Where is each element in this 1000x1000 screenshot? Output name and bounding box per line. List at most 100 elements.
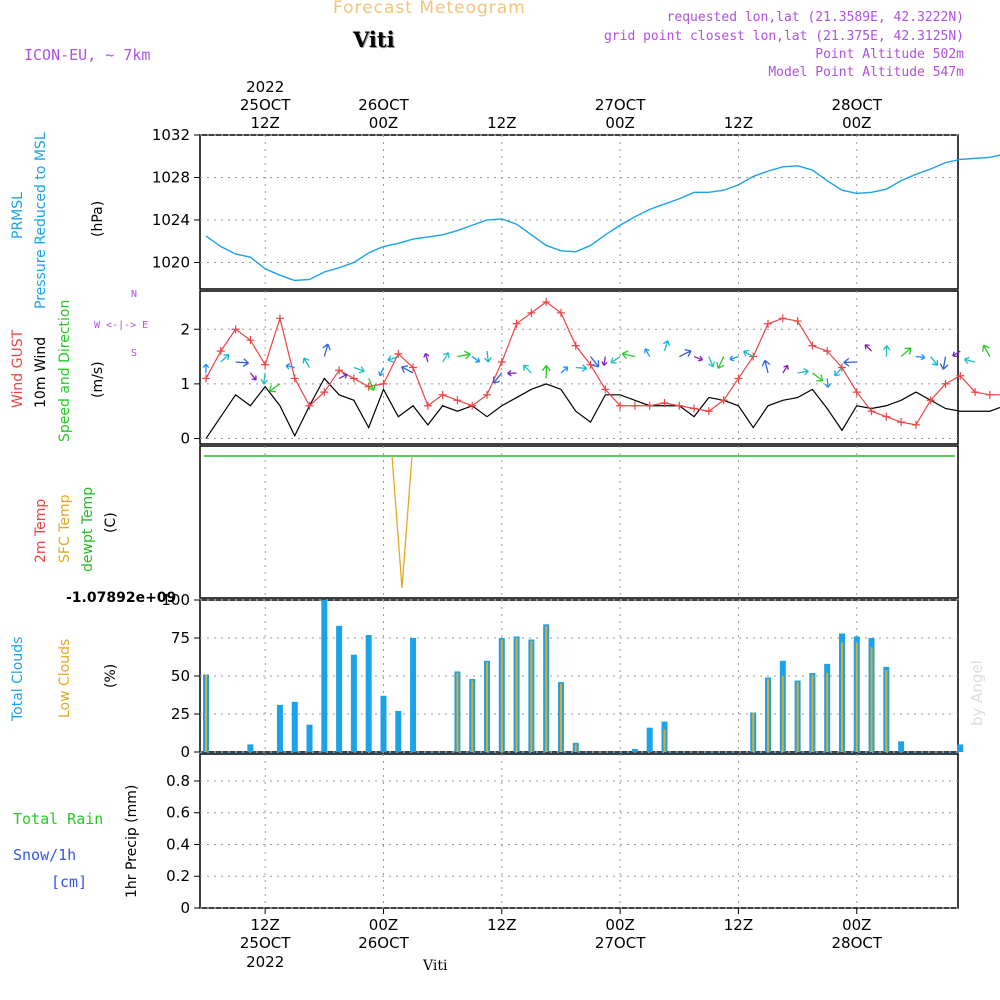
wind-gust-point [556,308,565,317]
temperature-panel-frame [199,445,959,599]
wind-direction-arrow [843,357,857,367]
wind-gust-point [852,388,861,397]
wind-direction-arrow [882,345,891,357]
wind-direction-arrow [507,370,517,377]
bottom-hour-label: 00Z [369,916,398,934]
precip-ytick-label: 0.2 [166,867,190,885]
wind-direction-arrow [220,353,230,363]
model-altitude: Model Point Altitude 547m [768,65,964,80]
precip-label: 1hr Precip (mm) [124,784,140,898]
low-cloud-bar [826,672,829,752]
wind-direction-arrow [915,353,926,361]
wind-gust-point [793,317,802,326]
wind-direction-arrow [601,356,608,366]
precip-ytick-label: 0.6 [166,804,190,822]
wind-gust-point [645,401,654,410]
wind-gust-point [882,412,891,421]
wind-direction-arrow [235,358,249,368]
wind-direction-arrow [338,372,348,380]
wind-direction-arrow [457,350,471,360]
wind-gust-point [497,358,506,367]
wind-gust-point [941,379,950,388]
speed-dir-label: Speed and Direction [57,299,73,442]
total-cloud-bar [365,634,372,752]
wind-gust-point [985,390,994,399]
total-cloud-bar [247,744,254,752]
wind-direction-arrow [761,359,771,374]
pressure-ytick-label: 1028 [152,168,190,186]
total-cloud-bar [631,748,638,752]
clouds-ytick-label: 100 [161,591,190,609]
low-cloud-bar [205,674,207,752]
wind-direction-arrow [302,357,311,368]
bottom-date-label: 27OCT [595,934,646,952]
wind-direction-arrow [782,364,789,374]
wind-direction-arrow [322,343,331,357]
wind-gust-point [335,366,344,375]
low-cloud-bar [840,642,843,752]
wind-gust-point [690,404,699,413]
top-date-label: 28OCT [831,96,882,114]
low-cloud-bar [663,729,666,752]
chart-title: Forecast Meteogram [333,0,526,18]
precip-panel-frame [199,753,959,909]
wind-direction-arrow [367,378,376,391]
wind-direction-arrow [824,378,831,388]
location-title: Viti [353,27,395,52]
low-cloud-bar [486,662,489,752]
bottom-date-label: 28OCT [831,934,882,952]
top-date-label: 26OCT [358,96,409,114]
sfc-temp-label: SFC Temp [57,494,73,563]
top-hour-label: 00Z [605,114,634,132]
wind-gust-point [897,418,906,427]
total-cloud-bar [306,724,313,752]
wind-gust-point [571,341,580,350]
wind-gust-point [808,341,817,350]
wind-gust-point [349,374,358,383]
top-hour-label: 12Z [250,114,279,132]
bottom-hour-label: 12Z [250,916,279,934]
wind-gust-point [926,396,935,405]
bottom-hour-label: 12Z [487,916,516,934]
wind-direction-arrow [387,355,399,363]
precip-ytick-label: 0.4 [166,835,190,853]
wind-direction-arrow [939,356,949,370]
total-cloud-bar [380,695,387,752]
wind-gust-point [379,379,388,388]
wind-gust-point [601,385,610,394]
wind10m-label: 10m Wind [33,336,49,408]
wind-direction-arrow [268,383,281,393]
wind-direction-arrow [575,364,588,372]
top-date-label: 25OCT [240,96,291,114]
compass-s: S [131,348,138,359]
requested-coords: requested lon,lat (21.3589E, 42.3222N) [666,10,964,25]
wind-direction-arrow [963,356,976,365]
precip-ytick-label: 0.8 [166,772,190,790]
wind-gust-point [275,314,284,323]
wind-direction-arrow [260,372,268,385]
wind-direction-arrow [484,351,492,363]
wind-direction-arrow [353,366,365,374]
wind-direction-arrow [522,364,532,374]
bottom-date-label: 26OCT [358,934,409,952]
snow-label: Snow/1h [13,846,77,864]
wind-gust-point [231,325,240,334]
bottom-hour-label: 00Z [842,916,871,934]
total-cloud-bar [898,741,905,752]
low-cloud-bar [781,676,784,752]
wind-gust-point [216,347,225,356]
total-cloud-bar [395,710,402,752]
wind-direction-arrow [678,349,692,358]
wind10m-line [205,377,1000,439]
low-cloud-bar [471,680,474,752]
top-year-label: 2022 [246,78,284,96]
low-cloud-bar [574,744,577,752]
low-cloud-bar [796,682,799,752]
wind-direction-arrow [423,352,430,363]
wind-direction-arrow [442,352,450,363]
wind-direction-arrow [982,344,991,357]
total-clouds-label: Total Clouds [10,636,26,721]
wind-direction-arrow [249,372,257,381]
wind-gust-point [512,319,521,328]
gridpoint-coords: grid point closest lon,lat (21.375E, 42.… [603,29,964,44]
